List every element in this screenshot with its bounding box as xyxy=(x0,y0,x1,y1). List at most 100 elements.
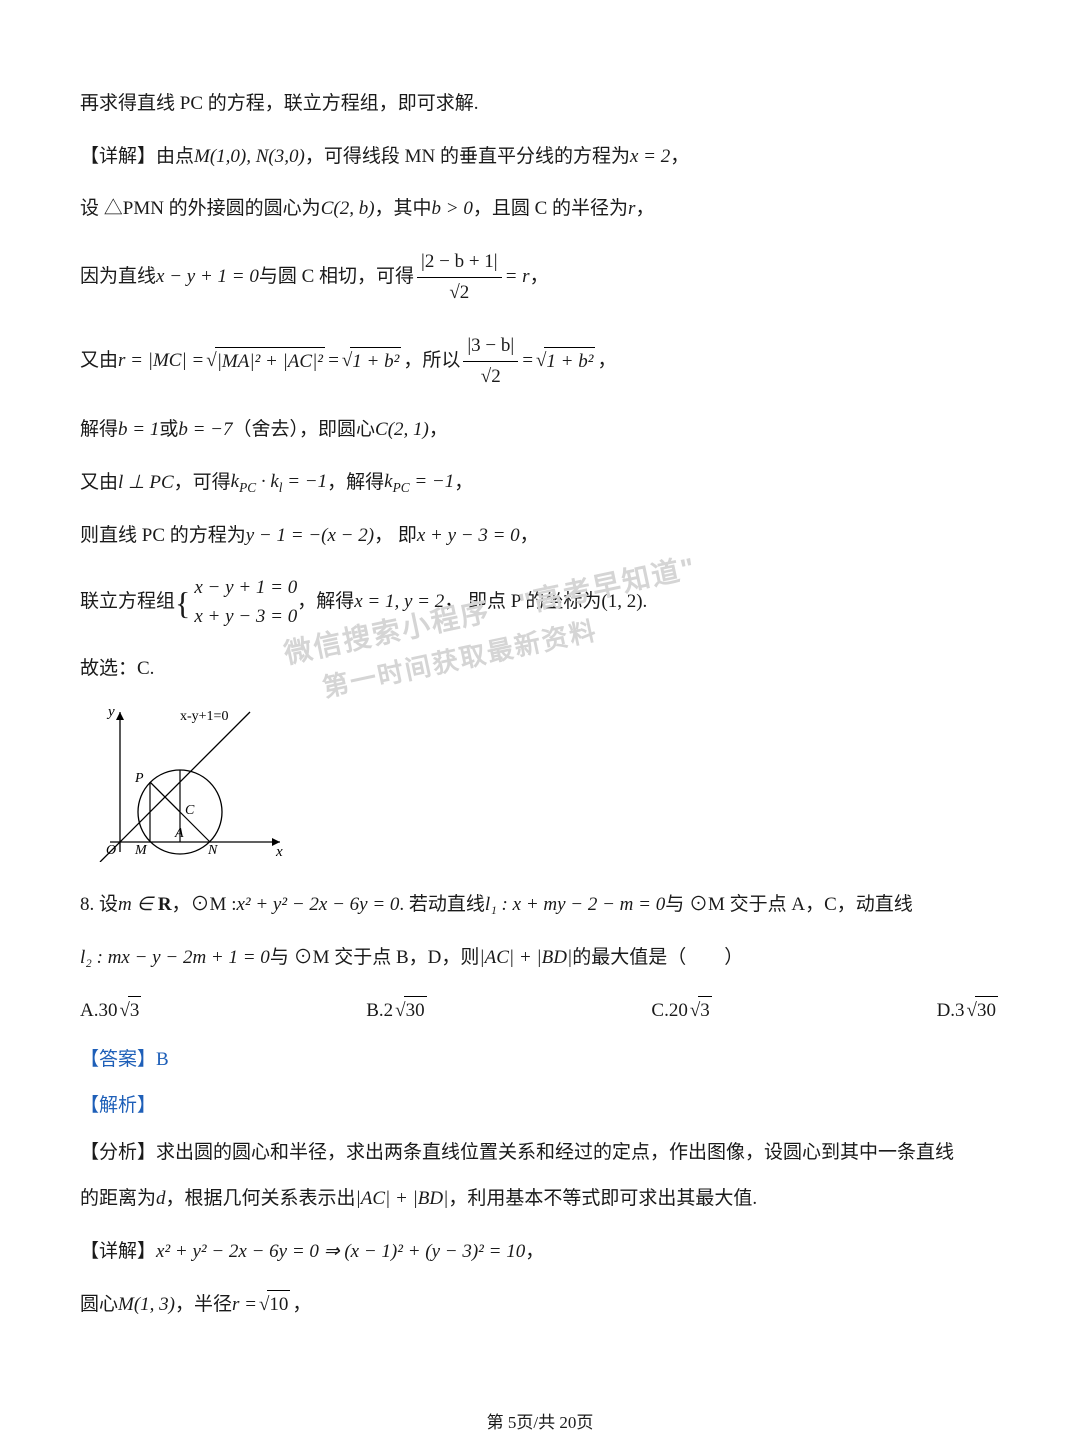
x-axis-label: x xyxy=(275,844,283,860)
paragraph: 圆心 M(1, 3) ，半径 r = 10 ， xyxy=(80,1290,1000,1320)
text: 与 ⊙M 交于点 A，C，动直线 xyxy=(665,891,913,920)
math-inline: r = |MC| = xyxy=(118,347,204,376)
choice-A[interactable]: A. 30 3 xyxy=(80,996,143,1026)
math-inline: x − y + 1 = 0 xyxy=(156,263,259,292)
math-inline: l ⊥ PC xyxy=(118,469,174,498)
text: 与圆 C 相切，可得 xyxy=(259,263,414,292)
sqrt: 1 + b² xyxy=(536,347,595,377)
choice-B[interactable]: B. 2 30 xyxy=(366,996,428,1026)
text: 8. 设 xyxy=(80,891,118,920)
paragraph: 又由 r = |MC| = |MA|² + |AC|² = 1 + b² ，所以… xyxy=(80,332,1000,392)
text: . xyxy=(643,588,648,617)
choice-D[interactable]: D. 3 30 xyxy=(937,996,1000,1026)
math-inline: l₂ : mx − y − 2m + 1 = 0 xyxy=(80,944,270,973)
text: 圆心 xyxy=(80,1291,118,1320)
text: 【详解】 xyxy=(80,1238,156,1267)
analysis-text: 【解析】 xyxy=(80,1092,156,1121)
text: ， xyxy=(429,416,448,445)
denominator: √2 xyxy=(445,278,473,308)
math-inline: = r xyxy=(505,263,530,292)
fraction: |2 − b + 1| √2 xyxy=(417,248,502,308)
A-label: A xyxy=(174,826,184,841)
math-inline: b = −7 xyxy=(178,416,232,445)
text: 因为直线 xyxy=(80,263,156,292)
paragraph: 【详解】 x² + y² − 2x − 6y = 0 ⇒ (x − 1)² + … xyxy=(80,1238,1000,1267)
label: D. xyxy=(937,997,955,1026)
text: 【详解】由点 xyxy=(80,143,194,172)
numerator: |2 − b + 1| xyxy=(417,248,502,279)
math-inline: C(2, b) xyxy=(321,195,375,224)
paragraph: 则直线 PC 的方程为 y − 1 = −(x − 2) ， 即 x + y −… xyxy=(80,522,1000,551)
text: 又由 xyxy=(80,347,118,376)
math-inline: r = xyxy=(232,1291,257,1320)
math-inline: r xyxy=(628,195,635,224)
P-label: P xyxy=(134,771,144,786)
math-inline: x + y − 3 = 0 xyxy=(417,522,520,551)
answer: 【答案】B xyxy=(80,1046,1000,1075)
math-inline: l₁ : x + my − 2 − m = 0 xyxy=(485,891,665,920)
choice-row: A. 30 3 B. 2 30 C. 20 3 D. 3 30 xyxy=(80,996,1000,1026)
diagram-svg: y x x-y+1=0 O M A N P C xyxy=(80,702,290,862)
text: ，所以 xyxy=(403,347,460,376)
C-label: C xyxy=(185,803,195,818)
math-inline: x² + y² − 2x − 6y = 0 ⇒ (x − 1)² + (y − … xyxy=(156,1238,525,1267)
paragraph: 又由 l ⊥ PC ，可得 kPC · kl = −1 ，解得 kPC = −1… xyxy=(80,468,1000,498)
text: 再求得直线 PC 的方程，联立方程组，即可求解. xyxy=(80,90,479,119)
math-inline: M(1,0), N(3,0) xyxy=(194,143,305,172)
math-inline: |AC| + |BD| xyxy=(356,1185,449,1214)
math-inline: = xyxy=(327,347,340,376)
text: 【分析】求出圆的圆心和半径，求出两条直线位置关系和经过的定点，作出图像，设圆心到… xyxy=(80,1139,954,1168)
answer-text: 【答案】B xyxy=(80,1046,169,1075)
text: ， xyxy=(292,1291,311,1320)
y-axis-label: y xyxy=(106,704,115,720)
text: ，半径 xyxy=(175,1291,232,1320)
sqrt: 30 xyxy=(395,996,426,1026)
text: （舍去），即圆心 xyxy=(233,416,376,445)
text: 故选：C. xyxy=(80,655,154,684)
analysis-header: 【解析】 xyxy=(80,1092,1000,1121)
label: C. xyxy=(651,997,668,1026)
sqrt: 30 xyxy=(967,996,998,1026)
text: ， xyxy=(520,522,539,551)
text: 的距离为 xyxy=(80,1185,156,1214)
question-8: 8. 设 m ∈ R ，⊙M : x² + y² − 2x − 6y = 0 .… xyxy=(80,891,1000,920)
radicand: 1 + b² xyxy=(350,347,401,377)
text: ， 即点 P 的坐标为 xyxy=(444,588,601,617)
math-inline: kPC · kl = −1 xyxy=(231,468,327,498)
paragraph: 再求得直线 PC 的方程，联立方程组，即可求解. xyxy=(80,90,1000,119)
coef: 2 xyxy=(384,997,394,1026)
text: ， 即 xyxy=(374,522,417,551)
paragraph: 因为直线 x − y + 1 = 0 与圆 C 相切，可得 |2 − b + 1… xyxy=(80,248,1000,308)
sqrt: 3 xyxy=(690,996,712,1026)
sqrt: |MA|² + |AC|² xyxy=(206,347,325,377)
text: 联立方程组 xyxy=(80,588,175,617)
paragraph: 设 △PMN 的外接圆的圆心为 C(2, b) ，其中 b > 0 ，且圆 C … xyxy=(80,195,1000,224)
M-label: M xyxy=(134,843,148,858)
text: ，解得 xyxy=(297,588,354,617)
math-inline: x = 2 xyxy=(630,143,670,172)
radicand: |MA|² + |AC|² xyxy=(215,347,325,377)
text: ， xyxy=(454,469,473,498)
sqrt: 10 xyxy=(259,1290,290,1320)
text: ， xyxy=(525,1238,544,1267)
text: ，可得 xyxy=(174,469,231,498)
eq-row: x + y − 3 = 0 xyxy=(194,603,297,632)
math-inline: |AC| + |BD| xyxy=(479,944,572,973)
text: ，解得 xyxy=(327,469,384,498)
text: ， xyxy=(635,195,654,224)
math-inline: y − 1 = −(x − 2) xyxy=(246,522,374,551)
math-inline: d xyxy=(156,1185,166,1214)
text: 则直线 PC 的方程为 xyxy=(80,522,246,551)
choice-C[interactable]: C. 20 3 xyxy=(651,996,713,1026)
paragraph: 【分析】求出圆的圆心和半径，求出两条直线位置关系和经过的定点，作出图像，设圆心到… xyxy=(80,1139,1000,1168)
text: 设 △PMN 的外接圆的圆心为 xyxy=(80,195,321,224)
math-inline: b = 1 xyxy=(118,416,159,445)
line-label: x-y+1=0 xyxy=(180,709,228,724)
text: ，可得线段 MN 的垂直平分线的方程为 xyxy=(305,143,630,172)
paragraph: 联立方程组 { x − y + 1 = 0 x + y − 3 = 0 ，解得 … xyxy=(80,574,1000,631)
sqrt: 1 + b² xyxy=(342,347,401,377)
radicand: 1 + b² xyxy=(544,347,595,377)
paragraph: 解得 b = 1 或 b = −7 （舍去），即圆心 C(2, 1) ， xyxy=(80,416,1000,445)
text: ，利用基本不等式即可求出其最大值. xyxy=(448,1185,757,1214)
label: B. xyxy=(366,997,383,1026)
